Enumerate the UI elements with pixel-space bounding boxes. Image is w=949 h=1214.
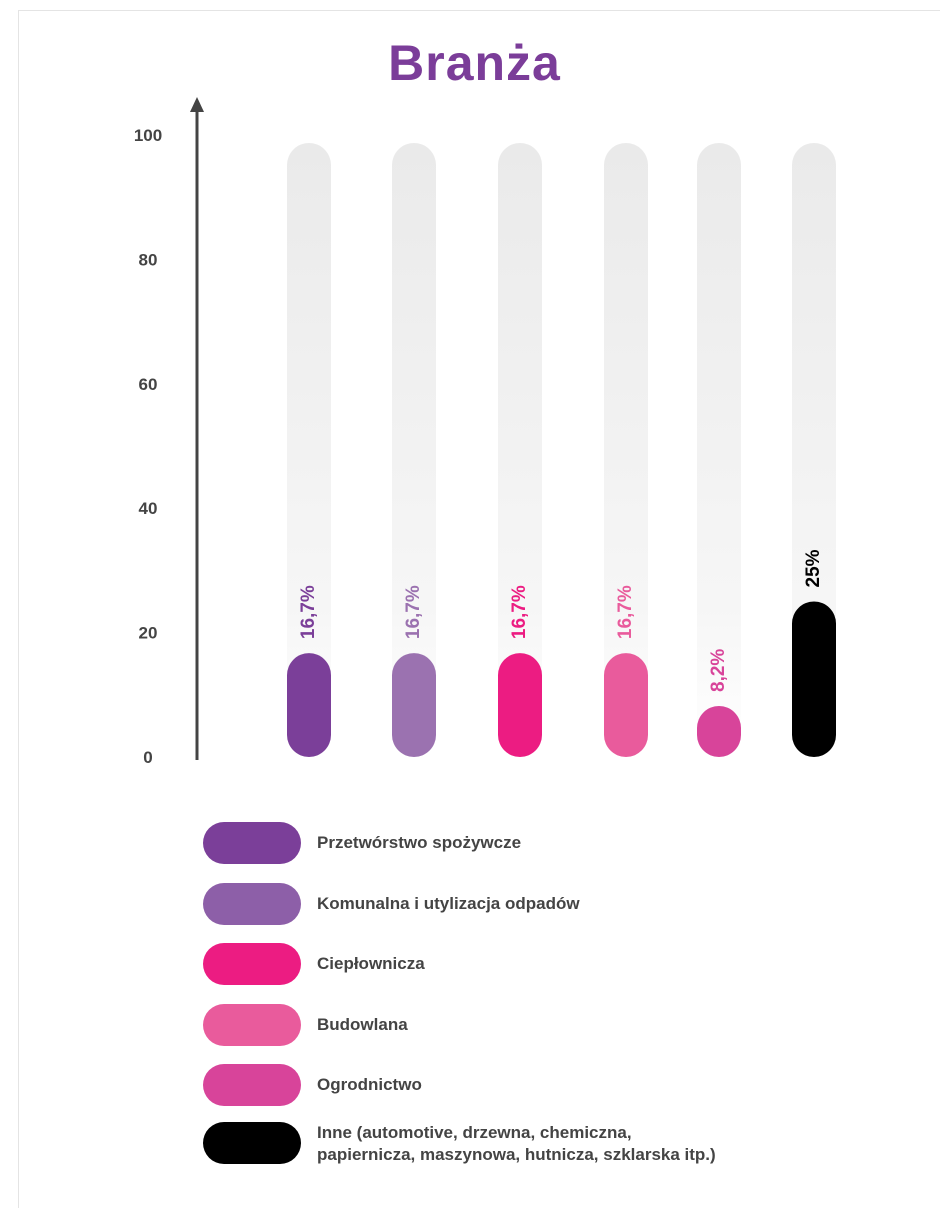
y-tick-label: 60 (139, 375, 158, 394)
bars-group: 16,7% 16,7% 16,7% 16,7% 8,2% 25% (287, 143, 836, 757)
legend-label: Inne (automotive, drzewna, chemiczna, pa… (317, 1123, 716, 1164)
y-tick-label: 0 (143, 748, 152, 767)
legend-item: Budowlana (203, 1004, 903, 1048)
bar-track (498, 143, 542, 757)
bar-track (392, 143, 436, 757)
legend-item: Inne (automotive, drzewna, chemiczna, pa… (203, 1122, 903, 1166)
bar-track (287, 143, 331, 757)
legend-label: Ciepłownicza (317, 954, 425, 973)
legend-item: Komunalna i utylizacja odpadów (203, 883, 903, 927)
bar-value-label: 8,2% (708, 649, 729, 692)
legend-label: Komunalna i utylizacja odpadów (317, 894, 580, 913)
legend-item: Ciepłownicza (203, 943, 903, 987)
bar (604, 653, 648, 757)
legend-label: Ogrodnictwo (317, 1075, 422, 1094)
bar-value-label: 16,7% (615, 585, 636, 639)
bar-value-label: 16,7% (298, 585, 319, 639)
bar-track (697, 143, 741, 757)
legend-swatch (203, 1064, 301, 1106)
bar-value-label: 16,7% (509, 585, 530, 639)
y-axis: 0 20 40 60 80 100 (134, 97, 204, 767)
bar (792, 601, 836, 757)
chart-title: Branża (388, 35, 561, 91)
legend-label: Budowlana (317, 1015, 408, 1034)
y-tick-label: 20 (139, 624, 158, 643)
legend-swatch (203, 1004, 301, 1046)
bar-value-label: 25% (803, 549, 824, 587)
bar-track (792, 143, 836, 757)
bar (697, 705, 741, 757)
y-tick-label: 80 (139, 250, 158, 269)
bar (392, 653, 436, 757)
y-axis-arrow-icon (190, 97, 204, 112)
bar-track (604, 143, 648, 757)
y-tick-label: 100 (134, 126, 162, 145)
legend-item: Przetwórstwo spożywcze (203, 822, 903, 866)
legend-swatch (203, 883, 301, 925)
y-tick-label: 40 (139, 499, 158, 518)
legend-item: Ogrodnictwo (203, 1064, 903, 1108)
chart-frame (18, 10, 940, 1208)
bar-chart: 0 20 40 60 80 100 16,7% 16,7% 16,7% 16,7% 8,2% 25% (134, 97, 836, 767)
bar-value-label: 16,7% (403, 585, 424, 639)
legend-swatch (203, 822, 301, 864)
legend-label: Przetwórstwo spożywcze (317, 833, 522, 852)
bar (498, 653, 542, 757)
legend-swatch (203, 1122, 301, 1164)
bar (287, 653, 331, 757)
legend-swatch (203, 943, 301, 985)
